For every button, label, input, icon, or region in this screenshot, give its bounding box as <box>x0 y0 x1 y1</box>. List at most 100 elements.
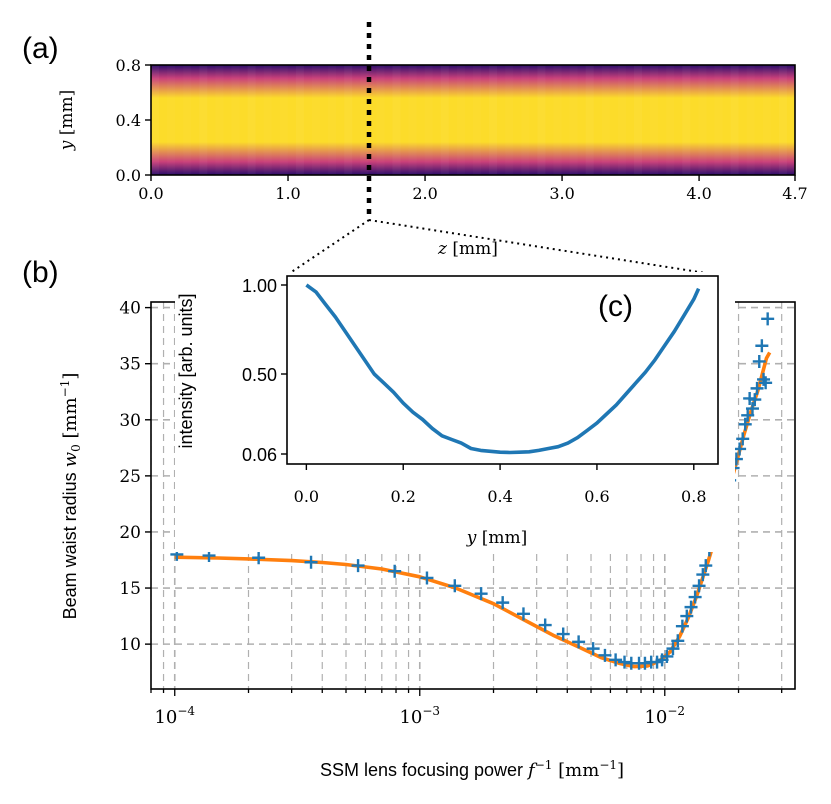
heatmap-ytick-label: 0.0 <box>116 166 141 185</box>
data-point <box>448 579 462 593</box>
heatmap-texture <box>554 65 562 175</box>
data-point <box>741 408 755 422</box>
heatmap-texture <box>167 65 175 175</box>
heatmap-texture <box>199 65 208 175</box>
data-point <box>736 432 750 446</box>
data-point <box>666 642 680 656</box>
heatmap-xtick-label: 1.0 <box>275 184 300 203</box>
main-ytick-label: 25 <box>119 467 141 487</box>
inset-xtick-label: 0.2 <box>390 487 415 506</box>
panel-label-b: (b) <box>22 256 59 289</box>
heatmap-texture <box>264 65 272 175</box>
heatmap-xtick-label: 4.0 <box>686 184 711 203</box>
data-point <box>572 635 586 649</box>
heatmap-texture <box>376 65 384 175</box>
heatmap-texture <box>440 65 449 175</box>
main-plot-xlabel: SSM lens focusing power f−1 [mm−1] <box>320 758 624 781</box>
heatmap-texture <box>634 65 642 175</box>
heatmap-texture <box>344 65 353 175</box>
heatmap-texture <box>489 65 498 175</box>
heatmap-texture <box>312 65 320 175</box>
heatmap-texture <box>295 65 304 175</box>
data-point <box>304 555 318 569</box>
panel-label-c: (c) <box>598 290 633 323</box>
main-plot-ylabel: Beam waist radius w0 [mm−1] <box>58 373 83 620</box>
data-point <box>420 571 434 585</box>
heatmap-texture <box>698 65 706 175</box>
main-ytick-label: 10 <box>119 635 141 655</box>
heatmap-panel: 0.0 1.0 2.0 3.0 4.0 4.7 0.0 0.4 0.8 y [mm] z [mm… <box>57 22 808 259</box>
inset-xtick-label: 0.8 <box>681 487 706 506</box>
data-point <box>755 339 769 353</box>
main-xtick-label: 10−2 <box>644 704 685 728</box>
heatmap-xtick-label: 4.7 <box>782 184 807 203</box>
heatmap-texture <box>473 65 481 175</box>
heatmap-ytick-label: 0.8 <box>116 56 141 75</box>
data-point <box>750 381 764 395</box>
inset-panel: 0.0 0.2 0.4 0.6 0.8 0.06 0.50 1.00 (c) intensit… <box>175 272 735 552</box>
data-point <box>759 376 773 390</box>
heatmap-texture <box>247 65 256 175</box>
heatmap-texture <box>505 65 513 175</box>
data-point <box>752 354 766 368</box>
data-point <box>586 642 600 656</box>
inset-xtick-label: 0.0 <box>294 487 319 506</box>
heatmap-texture <box>537 65 546 175</box>
heatmap-texture <box>763 65 771 175</box>
data-point <box>675 619 689 633</box>
panel-label-a: (a) <box>22 32 59 65</box>
data-point <box>680 609 694 623</box>
heatmap-ylabel: y [mm] <box>57 90 77 152</box>
data-point <box>738 417 752 431</box>
inset-ytick-label: 1.00 <box>242 276 277 296</box>
heatmap-ytick-label: 0.4 <box>116 111 141 130</box>
heatmap-texture <box>618 65 626 175</box>
data-point <box>696 568 710 582</box>
data-point <box>538 618 552 632</box>
data-point <box>351 559 365 573</box>
heatmap-texture <box>521 65 529 175</box>
data-point <box>609 653 623 667</box>
data-point <box>733 442 747 456</box>
data-point <box>699 559 713 573</box>
inset-ylabel: intensity [arb. units] <box>176 293 196 448</box>
data-point <box>516 607 530 621</box>
data-point <box>388 564 402 578</box>
data-point <box>745 402 759 416</box>
heatmap-xtick-label: 2.0 <box>412 184 437 203</box>
heatmap-xtick-label: 3.0 <box>549 184 574 203</box>
heatmap-texture <box>650 65 658 175</box>
data-point <box>252 551 266 565</box>
heatmap-texture <box>183 65 191 175</box>
inset-ytick-label: 0.50 <box>242 365 277 385</box>
heatmap-texture <box>425 65 433 175</box>
zoom-line-left <box>286 219 370 276</box>
zoom-line-right <box>368 219 719 276</box>
data-point <box>556 627 570 641</box>
data-point <box>692 579 706 593</box>
heatmap-texture <box>715 65 723 175</box>
heatmap-texture <box>778 65 787 175</box>
data-point <box>598 648 612 662</box>
main-xtick-label: 10−3 <box>399 704 440 728</box>
main-ytick-label: 35 <box>119 355 141 375</box>
heatmap-texture <box>730 65 739 175</box>
main-ytick-label: 30 <box>119 411 141 431</box>
data-point <box>671 634 685 648</box>
heatmap-texture <box>585 65 594 175</box>
heatmap-texture <box>602 65 610 175</box>
data-point <box>660 649 674 663</box>
intensity-profile-line <box>305 283 701 455</box>
heatmap-xlabel: z [mm] <box>437 239 498 259</box>
data-point <box>474 587 488 601</box>
data-point <box>496 596 510 610</box>
data-point <box>684 600 698 614</box>
heatmap-texture <box>215 65 223 175</box>
heatmap-texture <box>457 65 465 175</box>
data-point <box>748 393 762 407</box>
heatmap-image <box>151 65 795 175</box>
heatmap-texture <box>409 65 417 175</box>
inset-frame <box>286 275 719 465</box>
inset-xtick-label: 0.4 <box>487 487 512 506</box>
